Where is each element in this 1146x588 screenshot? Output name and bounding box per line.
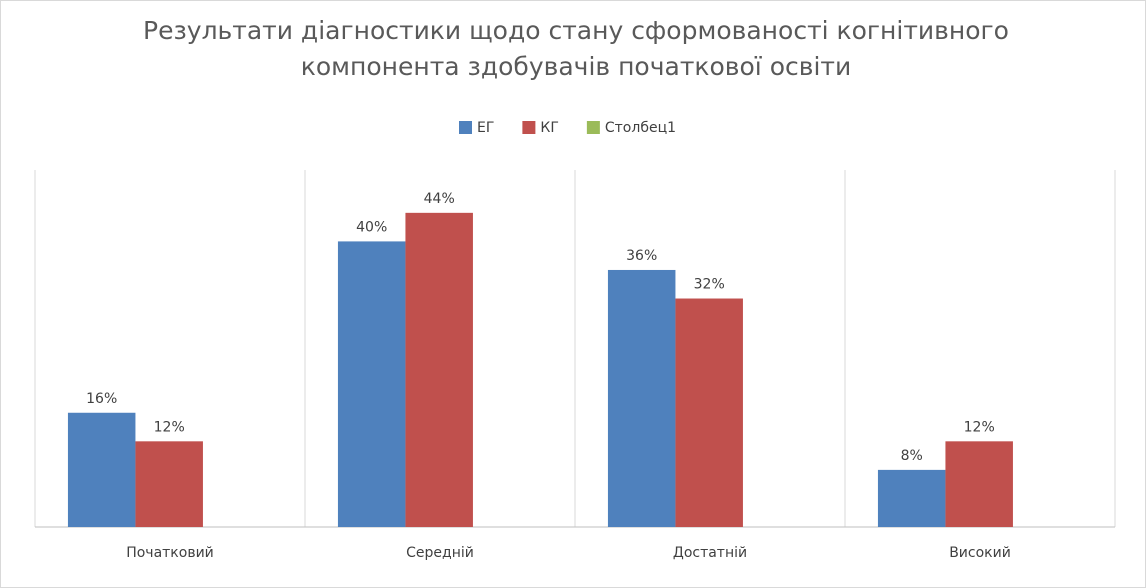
- data-label: 36%: [626, 248, 657, 264]
- legend-label: Столбец1: [605, 120, 676, 136]
- bar: [337, 241, 406, 527]
- x-tick-label: Достатній: [673, 545, 747, 561]
- legend-swatch: [522, 121, 536, 134]
- x-tick-label: Високий: [949, 545, 1011, 561]
- data-label: 12%: [154, 419, 185, 435]
- data-label: 8%: [901, 448, 923, 464]
- x-tick-label: Початковий: [126, 545, 214, 561]
- data-label: 32%: [694, 277, 725, 293]
- bar: [405, 212, 473, 527]
- chart-title: Результати діагностики щодо стану сформо…: [143, 16, 1009, 45]
- bar: [67, 412, 136, 527]
- legend-label: ЕГ: [477, 120, 494, 136]
- bar: [675, 298, 743, 527]
- legend-swatch: [459, 121, 472, 134]
- data-label: 40%: [356, 219, 387, 235]
- data-label: 44%: [424, 191, 455, 207]
- data-label: 16%: [86, 391, 117, 407]
- bar: [877, 469, 946, 527]
- legend-label: КГ: [540, 120, 558, 136]
- x-tick-label: Середній: [406, 545, 474, 561]
- bar: [607, 269, 676, 527]
- bar: [945, 441, 1013, 527]
- data-label: 12%: [964, 419, 995, 435]
- legend-swatch: [586, 121, 600, 134]
- bar: [135, 441, 203, 527]
- chart-title: компонента здобувачів початкової освіти: [301, 52, 851, 81]
